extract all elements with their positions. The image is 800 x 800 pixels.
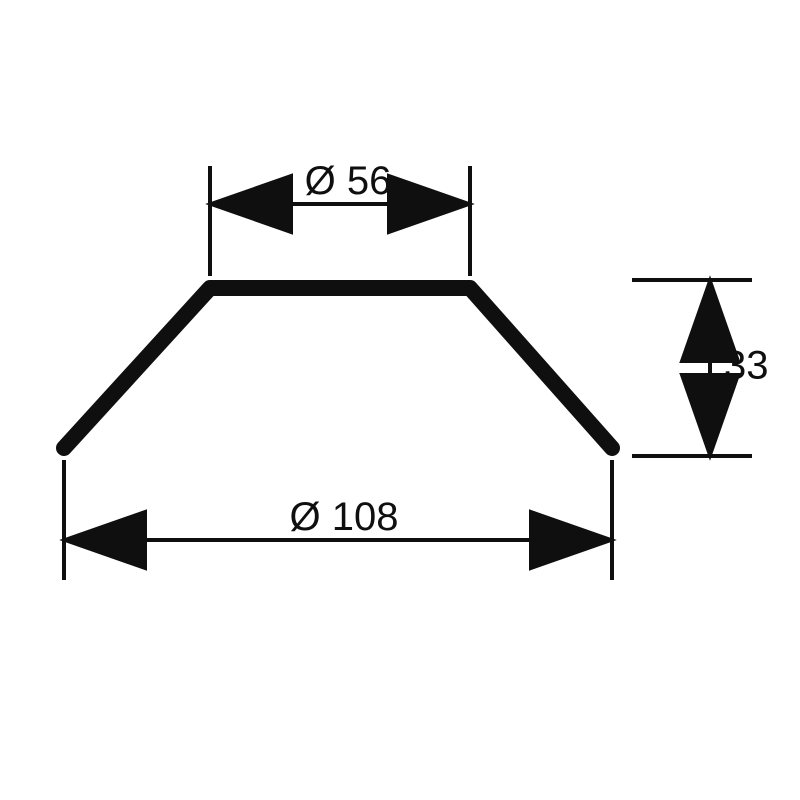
dim-top-diameter: Ø 56 (210, 159, 470, 276)
dim-height: 33 (632, 280, 769, 456)
dimension-diagram: Ø 56 Ø 108 33 (0, 0, 800, 800)
dim-bottom-diameter: Ø 108 (64, 460, 612, 580)
dim-height-label: 33 (724, 344, 769, 388)
dim-top-label: Ø 56 (305, 159, 392, 203)
dim-bottom-label: Ø 108 (290, 495, 399, 539)
profile-shape (64, 288, 612, 448)
